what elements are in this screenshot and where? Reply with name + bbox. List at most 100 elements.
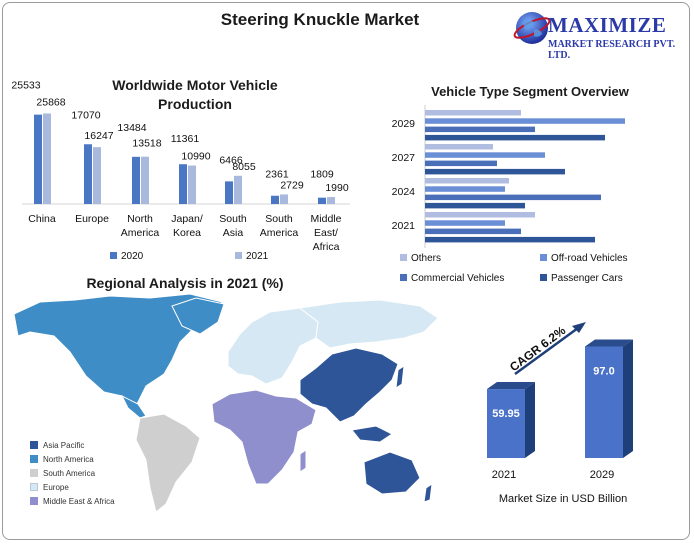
category-label: China <box>28 213 56 225</box>
data-label: 25868 <box>36 96 65 108</box>
legend-label: Others <box>411 253 441 264</box>
growth-arrow-head <box>572 322 586 333</box>
legend-label: Asia Pacific <box>43 440 85 450</box>
category-label: Korea <box>173 227 201 239</box>
category-label: America <box>260 227 299 239</box>
category-label: South <box>265 213 293 225</box>
globe-icon <box>513 12 551 44</box>
year-label: 2029 <box>590 469 614 481</box>
north-america-region <box>13 293 223 407</box>
bar-2021-4 <box>234 175 242 204</box>
southeast-asia-region <box>351 425 393 443</box>
value-label: 97.0 <box>593 365 614 377</box>
bar-2021-5 <box>280 194 288 204</box>
category-label: Asia <box>223 227 244 239</box>
legend-item-south-america: South America <box>30 466 180 480</box>
legend-swatch <box>400 254 407 261</box>
hbar-Commercial Vehicles-2027 <box>425 160 497 167</box>
category-label: South <box>219 213 247 225</box>
bar-2021 <box>487 389 525 458</box>
hbar-Passenger Cars-2024 <box>425 202 525 209</box>
legend-item-middle-east-africa: Middle East & Africa <box>30 494 180 508</box>
hbar-Commercial Vehicles-2024 <box>425 194 601 201</box>
bar-2021-2 <box>141 156 149 204</box>
value-label: 59.95 <box>492 408 520 420</box>
legend-label: Commercial Vehicles <box>411 273 504 284</box>
data-label: 6466 <box>219 154 243 166</box>
bar-2020-6 <box>318 197 326 204</box>
bar-2020-4 <box>225 181 233 204</box>
map-legend: Asia Pacific North America South America… <box>30 438 180 508</box>
data-label: 8055 <box>232 161 256 173</box>
data-label: 1809 <box>310 169 334 181</box>
year-label: 2029 <box>392 118 416 130</box>
japan-region <box>395 364 405 390</box>
category-label: Europe <box>75 213 109 225</box>
page-title: Steering Knuckle Market <box>220 10 420 29</box>
bar-2020-5 <box>271 195 279 204</box>
legend-label: 2021 <box>246 251 269 262</box>
data-label: 13518 <box>132 138 161 150</box>
legend-label: Off-road Vehicles <box>551 253 628 264</box>
legend-swatch <box>30 455 38 463</box>
bar-2020-3 <box>179 164 187 204</box>
production-chart: 25533 25868 China 17070 16247 Europe 13484 1351… <box>11 80 350 262</box>
legend-label: South America <box>43 468 96 478</box>
greenland-region <box>171 297 225 335</box>
data-label: 11361 <box>171 133 200 145</box>
hbar-Others-2029 <box>425 110 521 116</box>
madagascar-region <box>299 449 307 473</box>
x-axis-title: Market Size in USD Billion <box>499 493 627 505</box>
bar-2029 <box>585 346 623 458</box>
hbar-Off-road Vehicles-2027 <box>425 152 545 158</box>
year-label: 2021 <box>392 220 416 232</box>
bar-2020-1 <box>84 144 92 204</box>
europe-region <box>227 307 319 385</box>
category-label: Japan/ <box>171 213 203 225</box>
vehicle-type-title: Vehicle Type Segment Overview <box>431 84 629 99</box>
bar-2021-1 <box>93 147 101 204</box>
legend-label: Passenger Cars <box>551 273 623 284</box>
hbar-Off-road Vehicles-2021 <box>425 220 505 226</box>
vehicle-type-chart: 2029 2027 2024 2021 Others Off-road Vehicles C… <box>392 105 628 284</box>
logo <box>512 8 692 58</box>
legend-swatch <box>30 441 38 449</box>
bar-2021-6 <box>327 197 335 204</box>
legend-swatch <box>30 469 38 477</box>
data-label: 13484 <box>117 122 146 134</box>
hbar-Others-2021 <box>425 212 535 218</box>
south-america-region <box>135 413 201 513</box>
year-label: 2024 <box>392 186 416 198</box>
year-label: 2021 <box>492 469 516 481</box>
legend-item-asia-pacific: Asia Pacific <box>30 438 180 452</box>
production-chart-title: Worldwide Motor Vehicle Production <box>112 77 278 112</box>
hbar-Others-2027 <box>425 144 493 150</box>
northern-asia-region <box>298 299 439 349</box>
legend-label: Europe <box>43 482 69 492</box>
hbar-Commercial Vehicles-2029 <box>425 126 535 133</box>
data-label: 2361 <box>265 169 289 181</box>
hbar-Others-2024 <box>425 178 509 184</box>
data-label: 1990 <box>325 182 349 194</box>
data-label: 16247 <box>84 130 113 142</box>
logo-brand: MAXIMIZE <box>548 13 667 37</box>
middle-east-africa-region <box>211 389 317 485</box>
category-label: Africa <box>313 241 340 253</box>
legend-swatch <box>400 274 407 281</box>
market-size-chart: 59.95 2021 97.0 2029 CAGR 6.2% Market Size in… <box>487 322 633 505</box>
data-label: 25533 <box>11 80 40 92</box>
category-label: Middle <box>311 213 342 225</box>
hbar-Passenger Cars-2021 <box>425 236 595 243</box>
data-label: 17070 <box>71 109 100 121</box>
new-zealand-region <box>423 482 433 503</box>
year-label: 2027 <box>392 152 416 164</box>
hbar-Off-road Vehicles-2024 <box>425 186 505 192</box>
category-label: America <box>121 227 160 239</box>
hbar-Passenger Cars-2029 <box>425 134 605 141</box>
legend-label: 2020 <box>121 251 144 262</box>
legend-item-europe: Europe <box>30 480 180 494</box>
legend-swatch <box>30 483 38 491</box>
logo-subtitle: MARKET RESEARCH PVT. LTD. <box>548 39 676 61</box>
legend-swatch <box>540 274 547 281</box>
